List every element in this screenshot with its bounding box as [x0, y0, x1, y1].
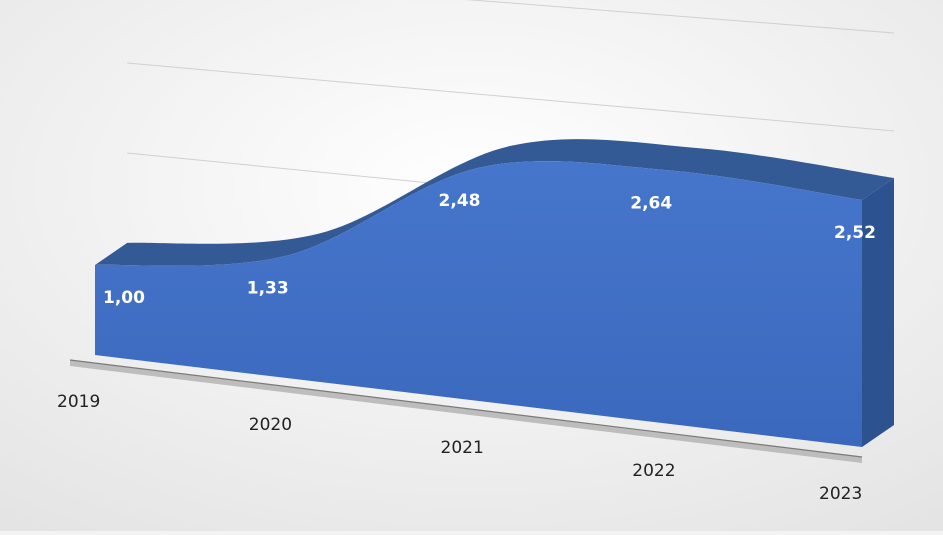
x-tick-label: 2021	[441, 438, 484, 458]
data-label: 2,64	[630, 194, 672, 214]
gridline	[126, 62, 895, 132]
x-tick-label: 2022	[632, 461, 675, 481]
area-front-face	[95, 161, 862, 447]
x-tick-label: 2019	[57, 392, 100, 412]
data-label: 1,00	[103, 288, 145, 308]
area-series	[95, 139, 894, 448]
data-label: 2,52	[834, 223, 876, 243]
data-label: 2,48	[439, 191, 481, 211]
x-tick-label: 2023	[819, 484, 862, 504]
x-axis-line	[69, 359, 863, 458]
data-label: 1,33	[247, 279, 289, 299]
x-axis-labels: 2019 2020 2021 2022 2023	[57, 392, 862, 504]
area-top-surface	[95, 139, 894, 266]
area-side-face	[862, 178, 894, 448]
data-labels: 1,00 1,33 2,48 2,64 2,52	[103, 191, 876, 308]
floor-plane	[70, 360, 862, 463]
gridline	[465, 0, 895, 34]
x-tick-label: 2020	[249, 415, 292, 435]
chart-floor	[69, 359, 863, 463]
